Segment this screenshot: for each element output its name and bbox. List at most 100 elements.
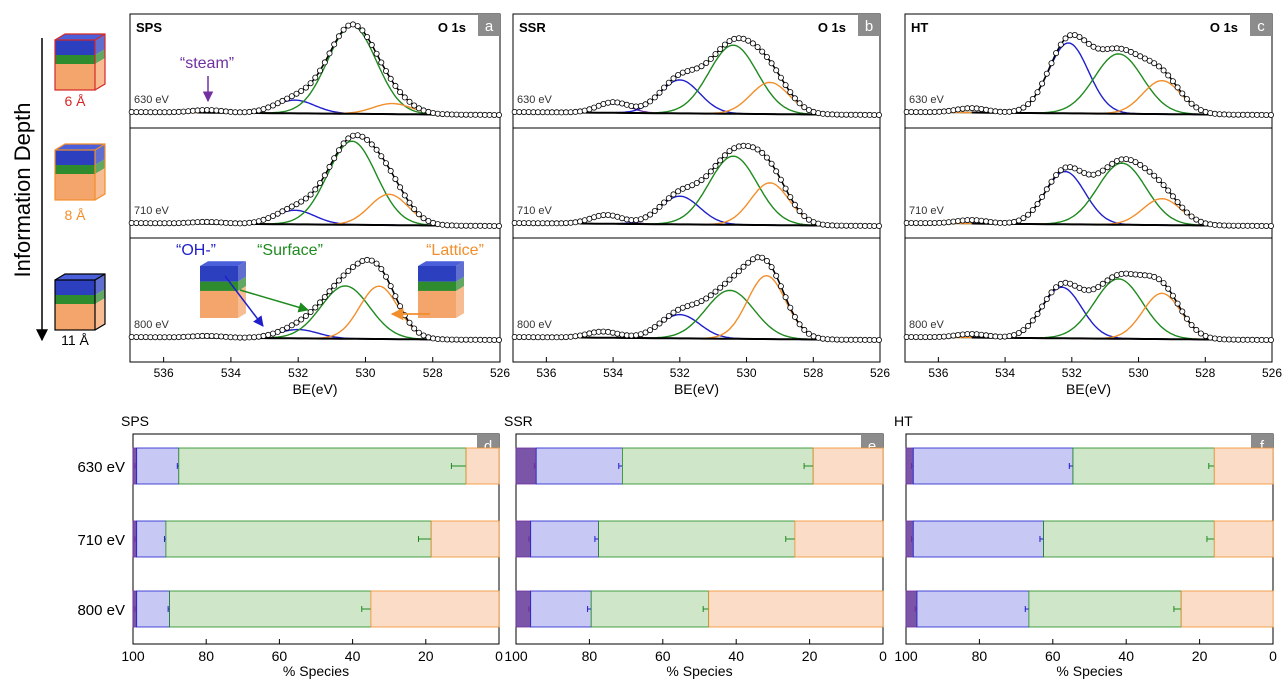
- data-point: [1090, 286, 1097, 293]
- data-point: [340, 140, 347, 147]
- cube-edge: [94, 143, 106, 151]
- x-tick-label: 100: [504, 648, 528, 664]
- data-point: [1025, 322, 1032, 329]
- data-point: [768, 264, 775, 271]
- panel-letter: d: [484, 438, 492, 455]
- data-point: [1174, 84, 1181, 91]
- x-tick-label: 80: [582, 648, 598, 664]
- data-point: [316, 67, 323, 74]
- data-point: [307, 80, 314, 87]
- bar-panel-title: SSR: [504, 413, 533, 429]
- bar-segment-oh: [136, 590, 170, 628]
- data-point: [1141, 55, 1148, 62]
- spectra-panel-c: 536 534 532 530 528 526 BE(eV) HT O 1s c 630 eV 710…: [903, 13, 1282, 397]
- data-point: [647, 98, 654, 105]
- data-point: [382, 273, 389, 280]
- data-point: [1081, 37, 1088, 44]
- data-point: [1020, 327, 1027, 334]
- x-tick-label: 526: [1262, 366, 1282, 380]
- bar-segment-surface: [1043, 520, 1215, 558]
- fit-envelope: [513, 256, 880, 341]
- data-point: [1183, 96, 1190, 103]
- cube-layer: [55, 150, 95, 165]
- data-point: [1146, 168, 1153, 175]
- data-point: [1165, 187, 1172, 194]
- data-point: [693, 179, 700, 186]
- lattice-annotation: “Lattice”: [426, 242, 484, 259]
- data-point: [316, 179, 323, 186]
- depth-cube-8: [54, 143, 106, 201]
- cube-layer: [55, 280, 95, 295]
- data-point: [876, 112, 883, 119]
- data-point: [373, 50, 380, 57]
- background-line: [579, 222, 831, 227]
- data-point: [269, 102, 276, 109]
- fit-envelope: [905, 158, 1272, 227]
- bar-segment-oh: [530, 520, 600, 558]
- data-point: [321, 59, 328, 66]
- data-point: [1015, 217, 1022, 224]
- component-surface: [513, 155, 880, 227]
- data-point: [411, 102, 418, 109]
- energy-label: 630 eV: [134, 94, 170, 106]
- cube-layer: [418, 281, 456, 291]
- data-point: [726, 38, 733, 45]
- data-point: [293, 201, 300, 208]
- data-point: [269, 212, 276, 219]
- data-point: [791, 313, 798, 320]
- data-point: [651, 323, 658, 330]
- data-point: [397, 184, 404, 191]
- data-point: [721, 41, 728, 48]
- component-oh: [513, 79, 880, 116]
- data-point: [1053, 50, 1060, 57]
- data-point: [382, 68, 389, 75]
- data-point: [302, 312, 309, 319]
- surface-arrow: [239, 289, 310, 313]
- data-point: [1268, 112, 1275, 119]
- x-axis-label: % Species: [283, 663, 349, 679]
- data-point: [279, 208, 286, 215]
- data-point: [1020, 104, 1027, 111]
- data-point: [411, 325, 418, 332]
- data-point: [749, 144, 756, 151]
- data-point: [1062, 35, 1069, 42]
- data-point: [401, 94, 408, 101]
- data-point: [495, 112, 502, 119]
- data-point: [717, 157, 724, 164]
- cube-layer: [55, 304, 95, 330]
- x-axis-label: % Species: [1056, 663, 1122, 679]
- data-point: [1109, 160, 1116, 167]
- data-point: [349, 263, 356, 270]
- x-tick-label: 40: [728, 648, 744, 664]
- data-point: [326, 50, 333, 57]
- data-point: [740, 263, 747, 270]
- x-axis-label: BE(eV): [292, 381, 337, 397]
- bar-segment-surface: [178, 447, 467, 485]
- cube-layer: [55, 64, 95, 90]
- bar-segment-surface: [590, 590, 710, 628]
- data-point: [1193, 326, 1200, 333]
- cube-side: [456, 261, 464, 282]
- cube-layer: [200, 281, 238, 291]
- data-point: [312, 74, 319, 81]
- data-point: [647, 327, 654, 334]
- cube-layer: [55, 295, 95, 304]
- data-point: [387, 75, 394, 82]
- data-point: [703, 60, 710, 67]
- data-point: [665, 195, 672, 202]
- cube-layer: [55, 165, 95, 174]
- data-point: [1071, 282, 1078, 289]
- data-point: [378, 59, 385, 66]
- sample-label: SPS: [136, 20, 162, 35]
- data-point: [698, 298, 705, 305]
- data-point: [335, 277, 342, 284]
- data-point: [392, 176, 399, 183]
- data-point: [721, 280, 728, 287]
- data-point: [1039, 80, 1046, 87]
- x-tick-label: 526: [870, 366, 890, 380]
- data-point: [302, 84, 309, 91]
- x-tick-label: 532: [670, 366, 690, 380]
- data-point: [1099, 280, 1106, 287]
- cube-layer: [200, 290, 238, 318]
- data-point: [1146, 57, 1153, 64]
